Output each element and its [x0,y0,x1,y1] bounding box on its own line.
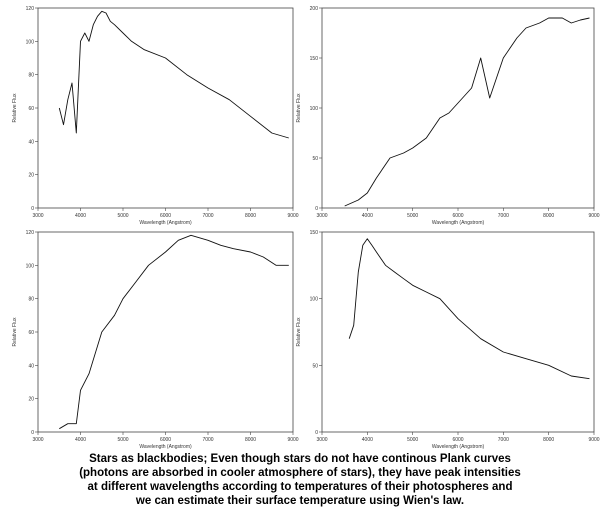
x-tick-label: 3000 [316,437,327,443]
x-tick-label: 7000 [202,213,213,219]
y-tick-label: 0 [315,430,318,436]
spectrum-line [59,234,289,430]
x-tick-label: 4000 [362,213,373,219]
x-tick-label: 6000 [160,213,171,219]
x-tick-label: 7000 [202,437,213,443]
spectrum-panel-4: 3000 4000 5000 6000 7000 8000 9000 0 50 100 150 Wav… [296,230,600,450]
x-tick-label: 9000 [588,213,599,219]
y-tick-label: 150 [310,56,319,62]
y-axis-label: Relative Flux [12,93,18,122]
plot-frame [37,7,294,209]
y-tick-label: 60 [28,330,34,336]
y-tick-label: 100 [26,263,35,269]
x-tick-label: 6000 [452,213,463,219]
plot-frame [37,231,294,433]
x-tick-label: 8000 [543,437,554,443]
y-tick-label: 100 [26,39,35,45]
x-tick-label: 4000 [362,437,373,443]
x-axis-label: Wavelength (Angstrom) [139,220,192,226]
x-tick-label: 7000 [498,213,509,219]
caption-line-1: Stars as blackbodies; Even though stars … [89,453,511,465]
y-tick-label: 100 [310,297,319,303]
spectrum-line [344,17,590,207]
caption-line-2: (photons are absorbed in cooler atmosphe… [79,467,521,479]
y-axis-label: Relative Flux [296,317,302,346]
x-tick-label: 3000 [32,213,43,219]
spectrum-panel-3: 3000 4000 5000 6000 7000 8000 9000 0 20 40 60 80 100… [12,230,299,450]
x-axis-label: Wavelength (Angstrom) [139,444,192,450]
x-tick-label: 9000 [287,213,298,219]
plot-frame [321,7,595,209]
spectrum-line [348,238,590,380]
y-tick-label: 0 [31,430,34,436]
y-tick-label: 60 [28,106,34,112]
x-tick-label: 8000 [245,213,256,219]
x-tick-label: 7000 [498,437,509,443]
y-axis-label: Relative Flux [12,317,18,346]
caption-line-4: we can estimate their surface temperatur… [135,495,465,507]
x-tick-label: 8000 [543,213,554,219]
y-axis-label: Relative Flux [296,93,302,122]
y-tick-label: 120 [26,6,35,12]
y-tick-label: 0 [315,206,318,212]
x-tick-label: 6000 [160,437,171,443]
x-tick-label: 3000 [32,437,43,443]
caption-line-3: at different wavelengths according to te… [87,481,513,493]
spectrum-panel-2: 3000 4000 5000 6000 7000 8000 9000 0 50 100 150 200… [296,6,600,226]
x-tick-label: 8000 [245,437,256,443]
x-tick-label: 9000 [588,437,599,443]
plot-frame [321,231,595,433]
x-tick-label: 5000 [117,213,128,219]
x-tick-label: 4000 [75,213,86,219]
x-tick-label: 5000 [407,213,418,219]
figure-caption: Stars as blackbodies; Even though stars … [0,452,600,508]
spectrum-line [58,10,289,139]
y-tick-label: 20 [28,397,34,403]
y-tick-label: 40 [28,139,34,145]
y-tick-label: 100 [310,106,319,112]
y-tick-label: 0 [31,206,34,212]
spectra-figure: 3000 4000 5000 6000 7000 8000 9000020406080100… [12,6,600,450]
x-tick-label: 4000 [75,437,86,443]
y-tick-label: 80 [28,297,34,303]
y-tick-label: 150 [310,230,319,236]
y-tick-label: 40 [28,363,34,369]
y-tick-label: 120 [26,230,35,236]
y-tick-label: 20 [28,173,34,179]
y-tick-label: 50 [312,156,318,162]
y-tick-label: 80 [28,73,34,79]
spectrum-panel-1: 3000 4000 5000 6000 7000 8000 9000 0 20 40 60 80 100… [12,6,299,226]
x-axis-label: Wavelength (Angstrom) [432,444,485,450]
x-tick-label: 5000 [407,437,418,443]
x-tick-label: 6000 [452,437,463,443]
x-tick-label: 3000 [316,213,327,219]
y-tick-label: 200 [310,6,319,12]
x-tick-label: 9000 [287,437,298,443]
x-axis-label: Wavelength (Angstrom) [432,220,485,226]
y-tick-label: 50 [312,363,318,369]
x-tick-label: 5000 [117,437,128,443]
